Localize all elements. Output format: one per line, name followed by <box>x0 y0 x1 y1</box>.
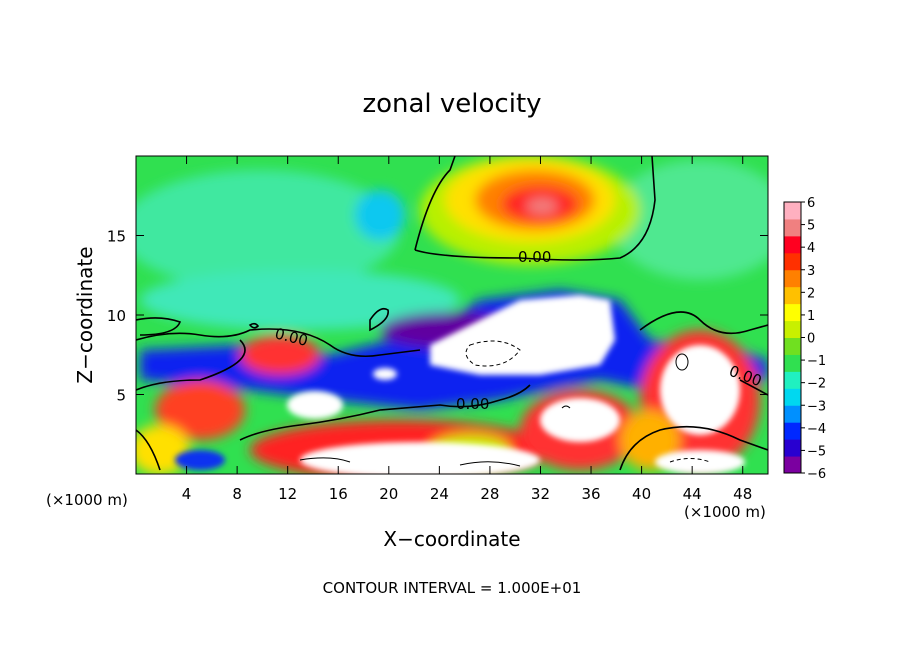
colorbar-band <box>784 286 801 305</box>
x-axis-label: X−coordinate <box>383 527 520 551</box>
colorbar-tick-label: −1 <box>807 354 826 369</box>
x-tick-label: 4 <box>182 485 192 503</box>
colorbar-band <box>784 405 801 423</box>
colorbar-tick-label: 6 <box>807 196 815 211</box>
contour-label: 0.00 <box>518 248 551 266</box>
colorbar-tick-label: 2 <box>807 286 815 301</box>
y-tick-label: 5 <box>116 387 126 405</box>
y-axis-label: Z−coordinate <box>73 246 97 383</box>
x-tick-label: 32 <box>531 485 550 503</box>
colorbar-band <box>784 252 801 271</box>
x-tick-label: 36 <box>581 485 600 503</box>
x-tick-label: 20 <box>379 485 398 503</box>
colorbar-band <box>784 235 801 254</box>
y-tick-label: 15 <box>107 228 126 246</box>
colorbar-band <box>784 202 801 220</box>
z-unit-label: (×1000 m) <box>46 491 128 509</box>
colorbar-tick-label: 0 <box>807 332 815 347</box>
colorbar-band <box>784 422 801 440</box>
x-axis: 4 8 12 16 20 24 28 32 36 40 44 48 <box>182 156 752 503</box>
x-tick-label: 28 <box>480 485 499 503</box>
colorbar-tick-label: −3 <box>807 399 826 414</box>
colorbar-band <box>784 354 801 372</box>
colorbar-band <box>784 337 801 355</box>
colorbar-tick-label: 4 <box>807 241 815 256</box>
colorbar-tick-label: −5 <box>807 444 826 459</box>
colorbar-tick-label: 5 <box>807 219 815 234</box>
colorbar-band <box>784 269 801 288</box>
colorbar-band <box>784 303 801 322</box>
colorbar-band <box>784 218 801 237</box>
x-tick-label: 8 <box>232 485 242 503</box>
x-tick-label: 40 <box>632 485 651 503</box>
colorbar-ticks: 6 5 4 3 2 1 0 −1 −2 −3 −4 −5 −6 <box>801 196 826 482</box>
x-tick-label: 24 <box>430 485 449 503</box>
y-tick-label: 10 <box>107 307 126 325</box>
colorbar-band <box>784 439 801 457</box>
x-unit-label: (×1000 m) <box>684 503 766 521</box>
colorbar-tick-label: −2 <box>807 377 826 392</box>
x-tick-label: 12 <box>278 485 297 503</box>
colorbar-band <box>784 371 801 389</box>
colorbar-tick-label: 3 <box>807 264 815 279</box>
colorbar-band <box>784 320 801 338</box>
colorbar-tick-label: 1 <box>807 309 815 324</box>
colorbar-tick-label: −6 <box>807 467 826 482</box>
chart-title: zonal velocity <box>362 89 541 119</box>
colorbar-tick-label: −4 <box>807 422 826 437</box>
heatmap-field <box>136 156 768 474</box>
x-tick-label: 44 <box>683 485 702 503</box>
colorbar: 6 5 4 3 2 1 0 −1 −2 −3 −4 −5 −6 <box>783 196 826 482</box>
x-tick-label: 48 <box>733 485 752 503</box>
y-axis: 5 10 15 <box>107 228 768 405</box>
x-tick-label: 16 <box>329 485 348 503</box>
colorbar-band <box>784 388 801 406</box>
contour-interval-note: CONTOUR INTERVAL = 1.000E+01 <box>323 579 582 597</box>
colorbar-band <box>784 456 801 474</box>
contour-label: 0.00 <box>456 395 489 413</box>
colorbar-bands <box>784 202 801 474</box>
